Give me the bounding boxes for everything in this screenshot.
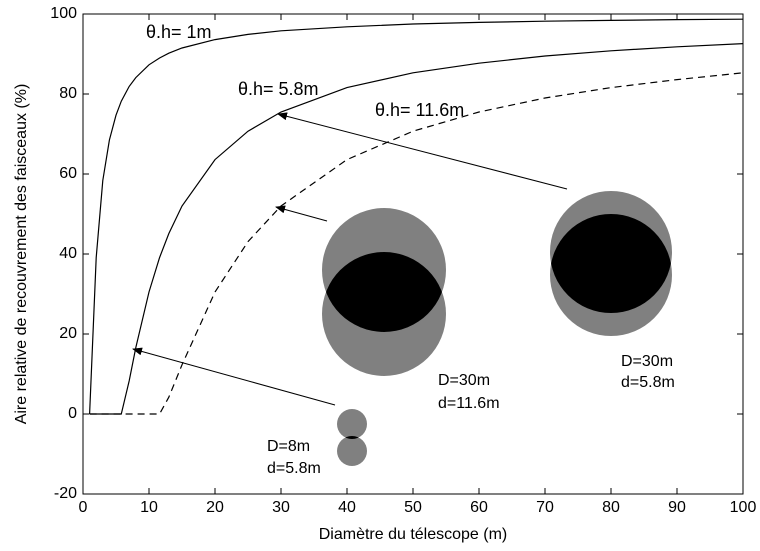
series-label: θ.h= 11.6m	[375, 100, 464, 120]
x-tick-label: 80	[602, 499, 620, 516]
x-tick-label: 30	[272, 499, 290, 516]
annotation: d=5.8m	[267, 460, 321, 477]
series-line	[89, 18, 744, 415]
x-tick-label: 60	[470, 499, 488, 516]
series-line	[89, 72, 744, 415]
y-axis-label: Aire relative de recouvrement des faisce…	[13, 84, 30, 425]
series-line	[89, 43, 744, 415]
y-tick-label: 100	[50, 5, 77, 22]
x-tick-label: 10	[140, 499, 158, 516]
x-tick-label: 50	[404, 499, 422, 516]
y-tick-label: -20	[54, 485, 77, 502]
beam-illustrations	[132, 112, 672, 466]
y-tick-label: 0	[68, 405, 77, 422]
annotation: d=11.6m	[438, 395, 500, 412]
x-tick-label: 90	[668, 499, 686, 516]
annotation: D=8m	[267, 438, 310, 455]
annotation: d=5.8m	[621, 374, 675, 391]
x-axis-label: Diamètre du télescope (m)	[319, 526, 508, 543]
annotation: D=30m	[438, 372, 490, 389]
x-tick-label: 20	[206, 499, 224, 516]
y-tick-label: 40	[59, 245, 77, 262]
x-tick-label: 40	[338, 499, 356, 516]
series-label: θ.h= 5.8m	[238, 79, 319, 99]
x-tick-label: 70	[536, 499, 554, 516]
y-tick-label: 80	[59, 85, 77, 102]
x-tick-label: 0	[79, 499, 88, 516]
y-tick-label: 20	[59, 325, 77, 342]
y-tick-label: 60	[59, 165, 77, 182]
x-tick-label: 100	[730, 499, 757, 516]
series-label: θ.h= 1m	[146, 22, 212, 42]
annotation: D=30m	[621, 353, 673, 370]
